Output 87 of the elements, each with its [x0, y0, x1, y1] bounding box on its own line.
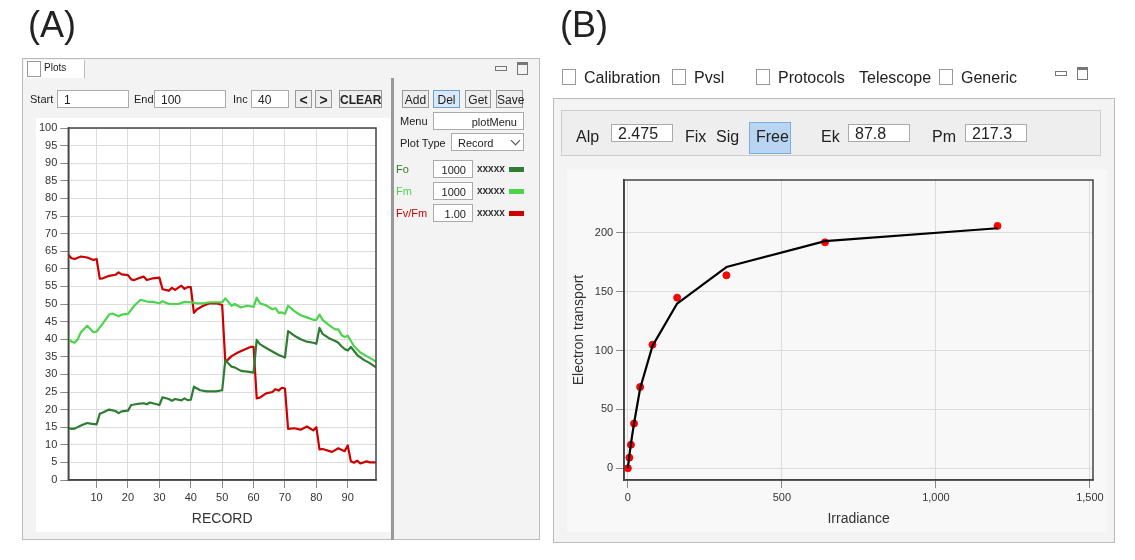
x-axis-title: Irradiance — [827, 510, 890, 527]
text: Generic — [961, 69, 1018, 87]
text: 40 — [251, 90, 289, 108]
y-tick-label: 0 — [607, 461, 614, 474]
x-tick-label: 20 — [121, 490, 135, 503]
x-tick-label: 10 — [90, 490, 103, 503]
text: Save — [496, 90, 525, 108]
x-tick-label: 1,500 — [1076, 490, 1104, 503]
y-tick-label: 15 — [45, 420, 58, 433]
text: Free — [756, 128, 789, 146]
x-tick-label: 500 — [772, 490, 792, 503]
x-tick-label: 50 — [216, 490, 229, 503]
text: Alp — [576, 128, 600, 146]
y-tick-label: 75 — [45, 209, 58, 222]
text: 217.3 — [965, 124, 1027, 142]
text: Calibration — [584, 69, 661, 87]
point — [673, 293, 682, 302]
y-tick-label: 55 — [45, 279, 58, 292]
text: 1000 — [433, 160, 473, 178]
y-tick-label: 50 — [600, 402, 614, 415]
chart-title: (A) — [28, 4, 76, 46]
point — [722, 271, 731, 280]
text: xxxxx — [477, 163, 505, 174]
y-tick-label: 20 — [45, 402, 58, 415]
y-tick-label: 85 — [45, 173, 58, 186]
text: Ek — [821, 128, 840, 146]
text: Protocols — [778, 69, 845, 87]
y-tick-label: 70 — [45, 226, 58, 239]
x-tick-label: 70 — [278, 490, 292, 503]
y-tick-label: 0 — [51, 473, 58, 486]
y-tick-label: 95 — [45, 138, 58, 151]
text: < — [295, 90, 312, 108]
y-tick-label: 5 — [51, 455, 58, 468]
text: Plot Type — [400, 137, 446, 149]
text: 1.00 — [433, 204, 473, 222]
y-tick-label: 35 — [45, 349, 58, 362]
text: 1000 — [433, 182, 473, 200]
text: > — [315, 90, 332, 108]
text: Telescope — [859, 69, 932, 87]
x-axis-title: RECORD — [191, 510, 253, 527]
text: Sig — [716, 128, 740, 146]
text: Fv/Fm — [396, 207, 428, 219]
y-axis-title: Electron transport — [570, 274, 587, 386]
x-tick-label: 0 — [624, 490, 631, 503]
text: End — [134, 93, 154, 105]
text: Record — [451, 133, 524, 151]
text: xxxxx — [477, 207, 505, 218]
y-tick-label: 100 — [38, 121, 58, 134]
text: 2.475 — [611, 124, 673, 142]
y-tick-label: 30 — [45, 367, 58, 380]
x-tick-label: 30 — [153, 490, 166, 503]
text: Fix — [685, 128, 707, 146]
y-tick-label: 100 — [594, 343, 614, 356]
y-tick-label: 10 — [45, 437, 58, 450]
text: Menu — [400, 115, 428, 127]
text: 87.8 — [848, 124, 910, 142]
y-tick-label: 200 — [594, 225, 614, 238]
x-tick-label: 40 — [184, 490, 197, 503]
text: Del — [433, 90, 460, 108]
y-tick-label: 90 — [45, 156, 58, 169]
y-tick-label: 80 — [45, 191, 58, 204]
text: Fm — [396, 185, 412, 197]
text: 1 — [57, 90, 129, 108]
text: 100 — [154, 90, 226, 108]
y-tick-label: 60 — [45, 261, 58, 274]
text: Add — [402, 90, 429, 108]
y-tick-label: 40 — [45, 332, 58, 345]
y-tick-label: 65 — [45, 244, 58, 257]
x-tick-label: 80 — [310, 490, 323, 503]
y-tick-label: 50 — [45, 297, 58, 310]
x-tick-label: 60 — [247, 490, 260, 503]
y-tick-label: 45 — [45, 314, 58, 327]
text: Inc — [233, 93, 248, 105]
text: xxxxx — [477, 185, 505, 196]
chart-title: (B) — [560, 4, 608, 46]
text: Pvsl — [694, 69, 725, 87]
text: Get — [465, 90, 491, 108]
text: Pm — [932, 128, 956, 146]
text: CLEAR — [339, 90, 382, 108]
text: Plots — [44, 62, 67, 73]
x-tick-label: 90 — [341, 490, 354, 503]
text: Fo — [396, 163, 409, 175]
x-tick-label: 1,000 — [922, 490, 950, 503]
text: plotMenu — [433, 112, 524, 130]
y-tick-label: 25 — [45, 385, 58, 398]
y-tick-label: 150 — [594, 284, 614, 297]
text: Start — [30, 93, 54, 105]
